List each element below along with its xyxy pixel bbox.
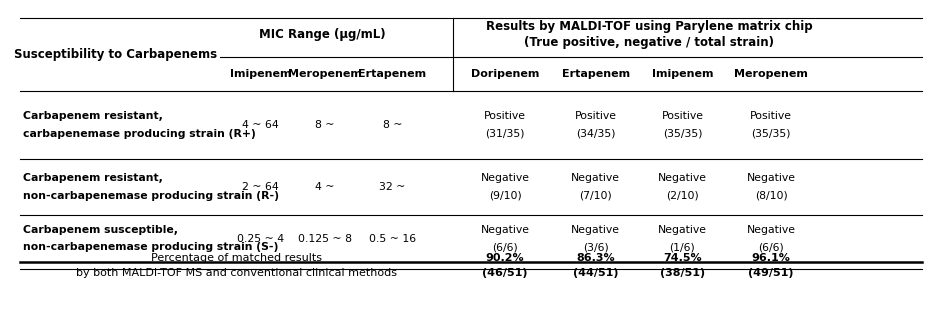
Text: non-carbapenemase producing strain (R-): non-carbapenemase producing strain (R-): [24, 191, 279, 201]
Text: 8 ~: 8 ~: [382, 120, 402, 130]
Text: Negative: Negative: [746, 173, 796, 183]
Text: Negative: Negative: [746, 225, 796, 235]
Text: 0.5 ~ 16: 0.5 ~ 16: [369, 234, 416, 244]
Text: 0.125 ~ 8: 0.125 ~ 8: [298, 234, 352, 244]
Text: 8 ~: 8 ~: [316, 120, 335, 130]
Text: Meropenem: Meropenem: [288, 69, 362, 79]
Text: Percentage of matched results: Percentage of matched results: [151, 253, 322, 263]
Text: 4 ~: 4 ~: [316, 182, 335, 192]
Text: Positive: Positive: [750, 111, 792, 121]
Text: (7/10): (7/10): [579, 191, 612, 201]
Text: (8/10): (8/10): [755, 191, 788, 201]
Text: (31/35): (31/35): [485, 129, 525, 139]
Text: Positive: Positive: [484, 111, 527, 121]
Text: (1/6): (1/6): [670, 242, 695, 252]
Text: Meropenem: Meropenem: [734, 69, 808, 79]
Text: 0.25 ~ 4: 0.25 ~ 4: [237, 234, 284, 244]
Text: (34/35): (34/35): [576, 129, 615, 139]
Text: (6/6): (6/6): [758, 242, 784, 252]
Text: 96.1%: 96.1%: [752, 253, 790, 263]
Text: Negative: Negative: [480, 173, 529, 183]
Text: (6/6): (6/6): [493, 242, 518, 252]
Text: Negative: Negative: [571, 173, 620, 183]
Text: Positive: Positive: [575, 111, 617, 121]
Text: (35/35): (35/35): [662, 129, 702, 139]
Text: 74.5%: 74.5%: [663, 253, 702, 263]
Text: Doripenem: Doripenem: [471, 69, 540, 79]
Text: (49/51): (49/51): [748, 268, 794, 278]
Text: 86.3%: 86.3%: [577, 253, 615, 263]
Text: (9/10): (9/10): [489, 191, 522, 201]
Text: (46/51): (46/51): [482, 268, 528, 278]
Text: MIC Range (μg/mL): MIC Range (μg/mL): [259, 28, 385, 41]
Text: (35/35): (35/35): [752, 129, 790, 139]
Text: (38/51): (38/51): [659, 268, 705, 278]
Text: Carbapenem resistant,: Carbapenem resistant,: [24, 111, 163, 121]
Text: Ertapenem: Ertapenem: [561, 69, 629, 79]
Text: Imipenem: Imipenem: [230, 69, 291, 79]
Text: (3/6): (3/6): [583, 242, 609, 252]
Text: Susceptibility to Carbapenems: Susceptibility to Carbapenems: [14, 48, 218, 61]
Text: Negative: Negative: [571, 225, 620, 235]
Text: by both MALDI-TOF MS and conventional clinical methods: by both MALDI-TOF MS and conventional cl…: [76, 268, 397, 278]
Text: 4 ~ 64: 4 ~ 64: [242, 120, 279, 130]
Text: Negative: Negative: [658, 225, 706, 235]
Text: Ertapenem: Ertapenem: [359, 69, 427, 79]
Text: Negative: Negative: [658, 173, 706, 183]
Text: Negative: Negative: [480, 225, 529, 235]
Text: non-carbapenemase producing strain (S-): non-carbapenemase producing strain (S-): [24, 242, 279, 252]
Text: 32 ~: 32 ~: [380, 182, 406, 192]
Text: (2/10): (2/10): [666, 191, 699, 201]
Text: Imipenem: Imipenem: [652, 69, 713, 79]
Text: (44/51): (44/51): [573, 268, 618, 278]
Text: Positive: Positive: [661, 111, 704, 121]
Text: 2 ~ 64: 2 ~ 64: [242, 182, 279, 192]
Text: Carbapenem susceptible,: Carbapenem susceptible,: [24, 225, 178, 235]
Text: Carbapenem resistant,: Carbapenem resistant,: [24, 173, 163, 183]
Text: carbapenemase producing strain (R+): carbapenemase producing strain (R+): [24, 129, 256, 139]
Text: 90.2%: 90.2%: [486, 253, 525, 263]
Text: Results by MALDI-TOF using Parylene matrix chip
(True positive, negative / total: Results by MALDI-TOF using Parylene matr…: [486, 20, 813, 49]
